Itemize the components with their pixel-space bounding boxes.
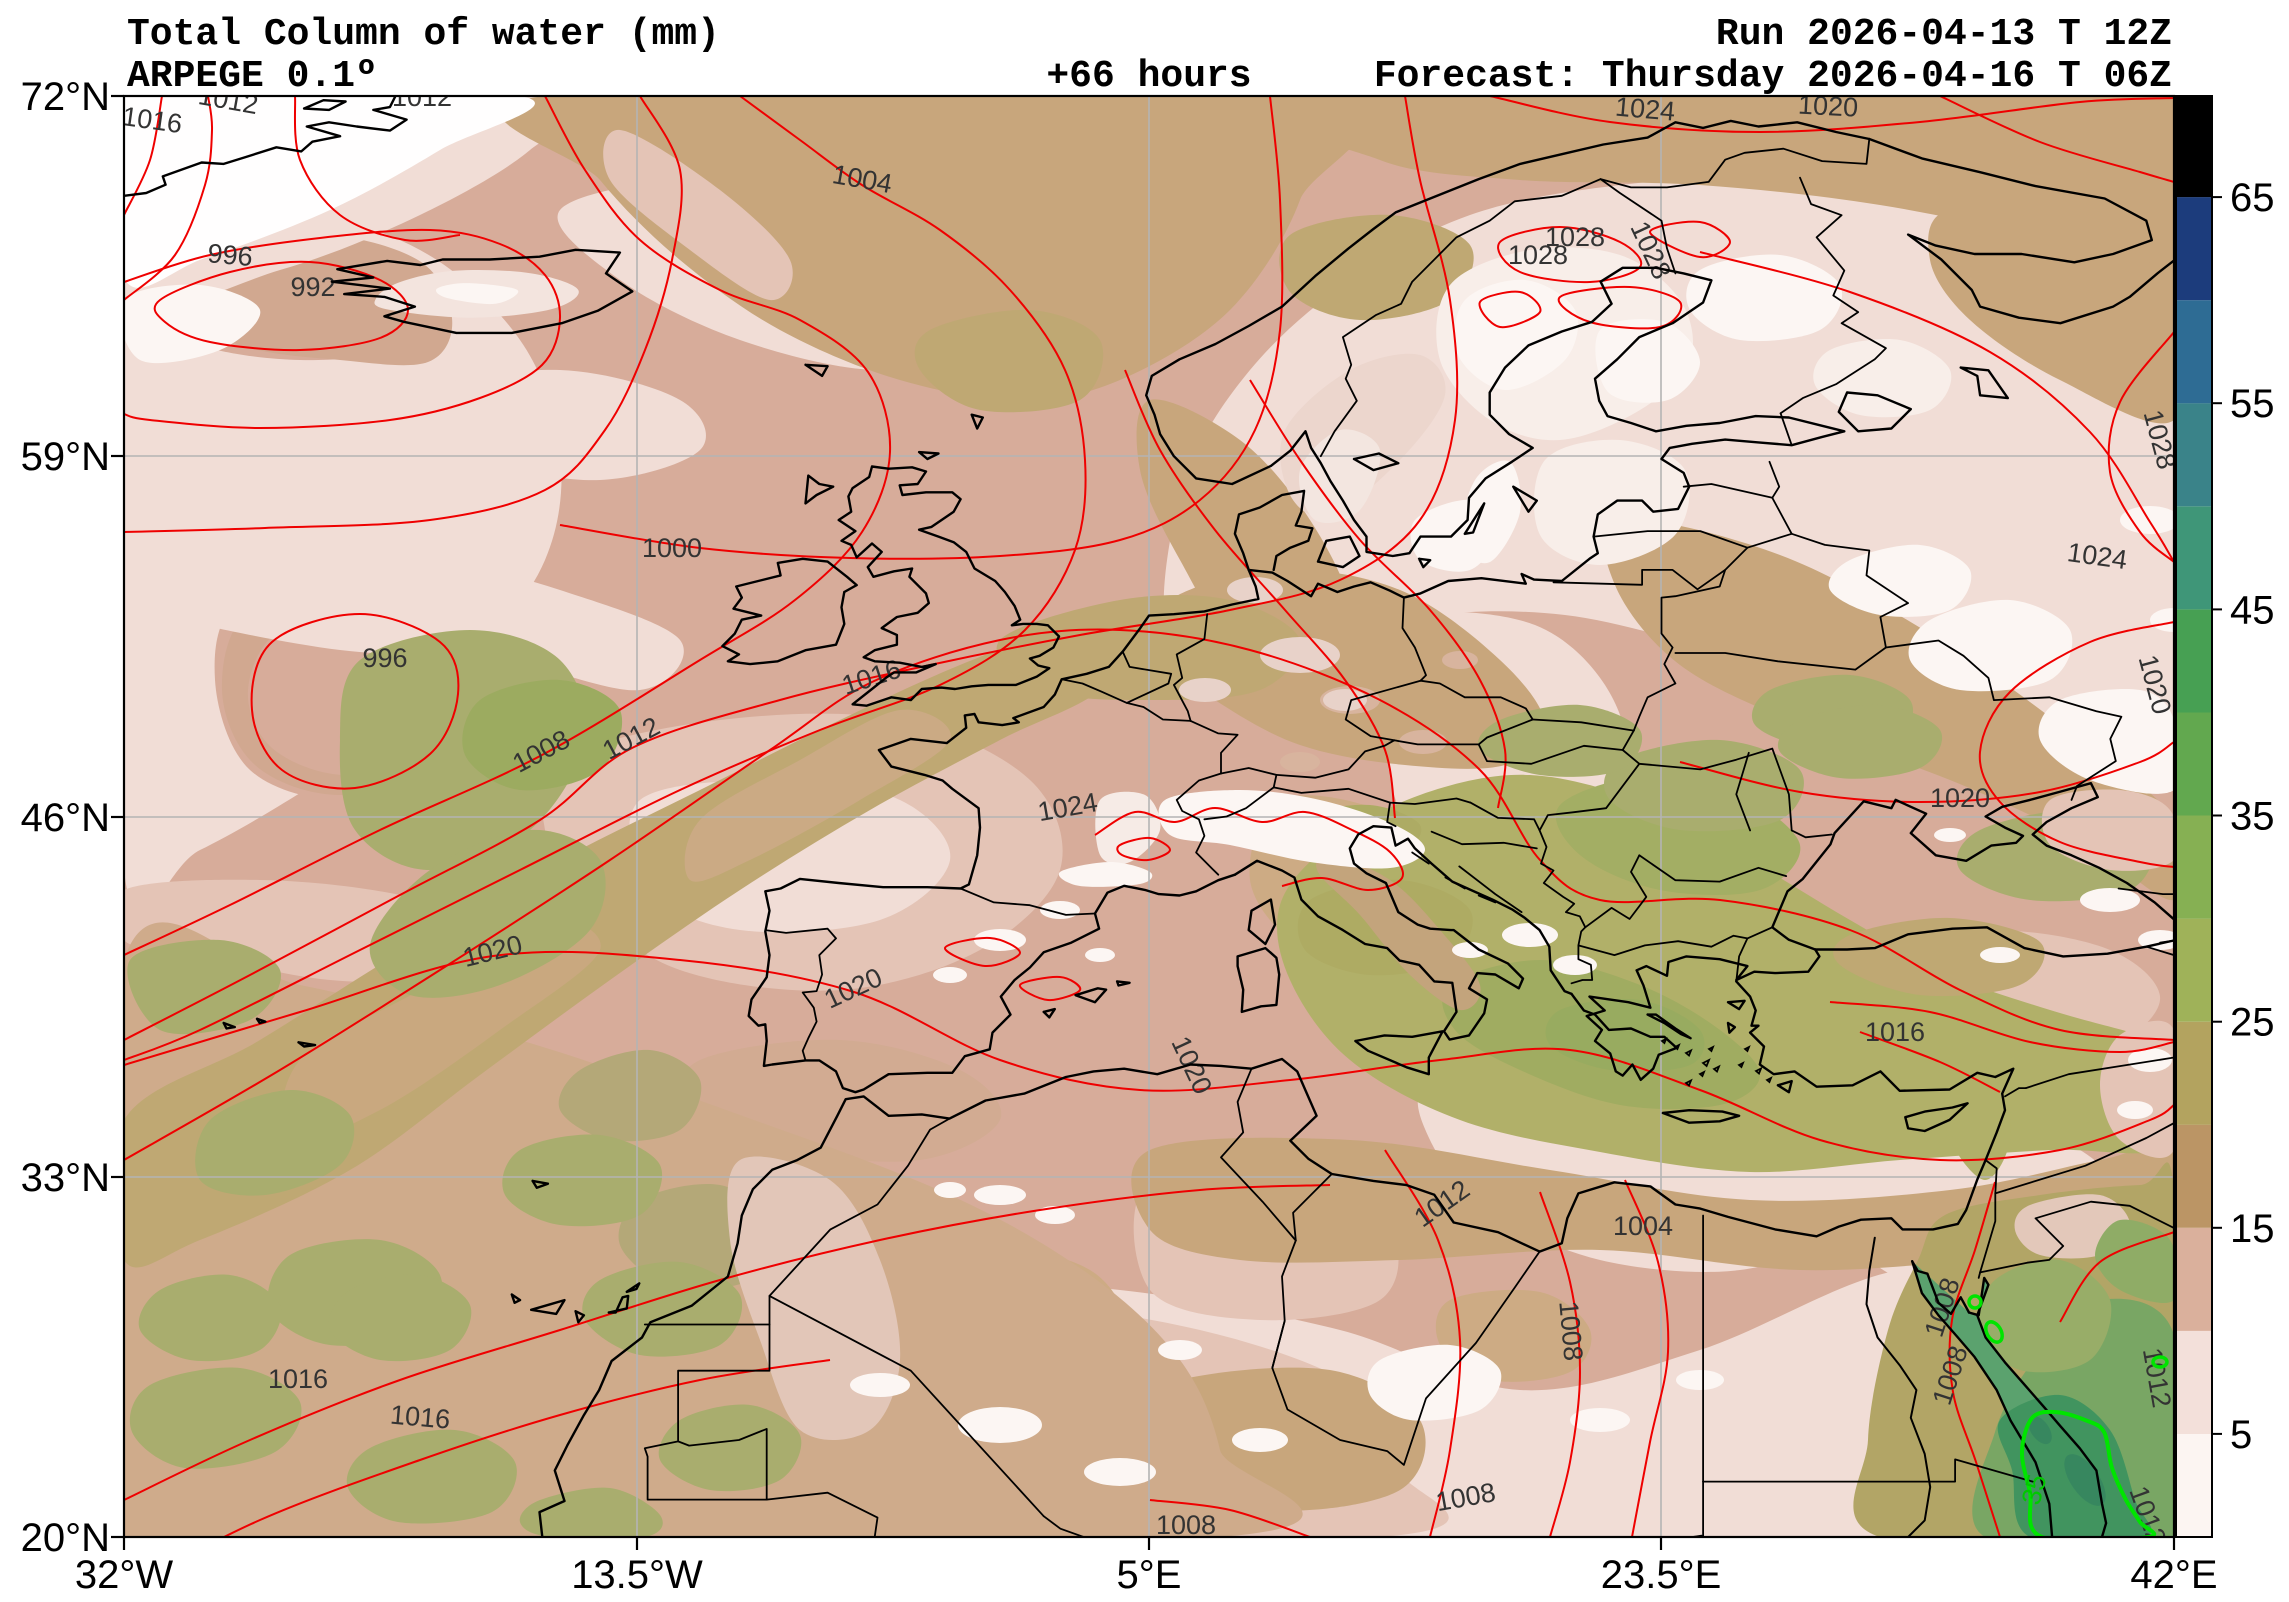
svg-text:1020: 1020 [1930, 783, 1990, 813]
svg-text:55: 55 [2230, 382, 2275, 426]
svg-text:996: 996 [206, 238, 254, 272]
svg-text:20°N: 20°N [21, 1516, 110, 1560]
svg-text:5°E: 5°E [1117, 1553, 1182, 1597]
svg-text:23.5°E: 23.5°E [1601, 1553, 1722, 1597]
svg-text:1008: 1008 [1553, 1300, 1588, 1362]
svg-text:65: 65 [2230, 176, 2275, 220]
svg-text:Total Column of water (mm): Total Column of water (mm) [127, 13, 720, 56]
svg-text:1008: 1008 [1156, 1510, 1216, 1540]
svg-text:25: 25 [2230, 1001, 2275, 1045]
svg-text:33°N: 33°N [21, 1156, 110, 1200]
svg-text:1004: 1004 [1613, 1211, 1673, 1241]
svg-text:59°N: 59°N [21, 435, 110, 479]
svg-text:Forecast: Thursday 2026-04-16: Forecast: Thursday 2026-04-16 T 06Z [1374, 55, 2172, 98]
svg-text:42°E: 42°E [2130, 1553, 2217, 1597]
svg-text:1016: 1016 [389, 1400, 451, 1435]
svg-text:+66 hours: +66 hours [1046, 55, 1251, 98]
svg-text:1016: 1016 [1865, 1017, 1925, 1047]
svg-text:1028: 1028 [1508, 240, 1568, 270]
svg-text:32°W: 32°W [75, 1553, 173, 1597]
svg-text:45: 45 [2230, 588, 2275, 632]
svg-text:992: 992 [290, 272, 335, 302]
svg-text:5: 5 [2230, 1413, 2252, 1457]
svg-text:Run 2026-04-13 T 12Z: Run 2026-04-13 T 12Z [1716, 13, 2172, 56]
svg-text:35: 35 [2230, 795, 2275, 839]
svg-text:1016: 1016 [268, 1364, 328, 1394]
svg-text:1020: 1020 [1797, 90, 1859, 123]
svg-text:72°N: 72°N [21, 75, 110, 119]
svg-text:996: 996 [362, 643, 407, 673]
svg-text:46°N: 46°N [21, 796, 110, 840]
svg-text:13.5°W: 13.5°W [571, 1553, 703, 1597]
svg-text:1024: 1024 [1614, 92, 1676, 127]
svg-text:15: 15 [2230, 1207, 2275, 1251]
svg-text:1012: 1012 [392, 82, 452, 112]
svg-text:1000: 1000 [642, 533, 702, 563]
svg-text:1028: 1028 [1545, 222, 1605, 252]
svg-text:ARPEGE 0.1º: ARPEGE 0.1º [127, 55, 378, 98]
